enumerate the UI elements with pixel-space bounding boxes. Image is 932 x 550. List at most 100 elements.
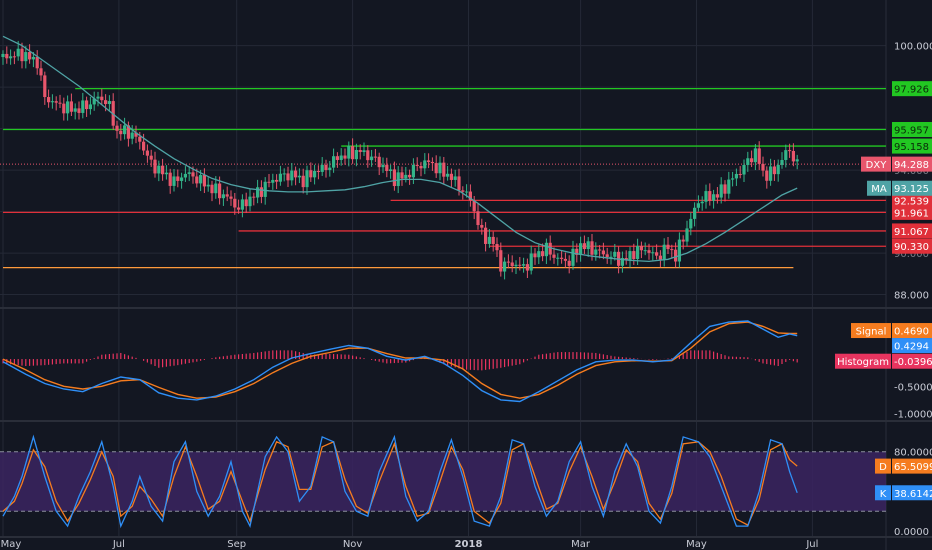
candle-body <box>43 75 47 98</box>
candle-body <box>670 249 674 251</box>
candle-body <box>138 136 142 142</box>
candle-body <box>324 164 328 170</box>
candle-body <box>66 101 70 114</box>
candle-body <box>92 98 96 105</box>
candle-body <box>423 160 427 169</box>
candle-body <box>176 176 180 181</box>
candle-body <box>495 243 499 251</box>
candle-body <box>362 150 366 153</box>
time-label-2: Sep <box>227 539 246 550</box>
candle-body <box>757 148 761 164</box>
candle-body <box>784 150 788 160</box>
candle-body <box>598 249 602 251</box>
candle-body <box>408 174 412 178</box>
candle-body <box>639 245 643 251</box>
candle-body <box>738 173 742 175</box>
candle-body <box>586 241 590 250</box>
candle-body <box>290 170 294 181</box>
candle-body <box>788 150 792 152</box>
level-tag-4-box <box>892 204 932 220</box>
candle-body <box>780 159 784 165</box>
candle-body <box>119 130 123 135</box>
candle-body <box>172 176 176 186</box>
candle-body <box>708 191 712 201</box>
candle-body <box>457 176 461 191</box>
candle-body <box>411 164 415 178</box>
candle-body <box>332 156 336 168</box>
candle-body <box>552 254 556 258</box>
candle-body <box>579 243 583 255</box>
candle-body <box>442 162 446 177</box>
candle-body <box>377 156 381 168</box>
time-label-0: May <box>1 539 22 550</box>
candle-body <box>35 56 39 69</box>
level-tag-6-box <box>892 238 932 254</box>
candle-body <box>461 190 465 192</box>
candle-body <box>715 194 719 198</box>
candle-body <box>487 236 491 244</box>
candle-body <box>248 196 252 207</box>
candle-body <box>480 225 484 228</box>
candle-body <box>609 256 613 258</box>
candle-body <box>252 196 256 198</box>
candle-body <box>727 179 731 194</box>
current-price-tag-value: 94.288 <box>894 160 929 171</box>
candle-body <box>506 261 510 263</box>
ma-tag-name: MA <box>871 184 887 195</box>
candle-body <box>157 165 161 174</box>
candle-body <box>210 184 214 194</box>
candle-body <box>214 183 218 194</box>
candle-body <box>620 258 624 266</box>
candle-body <box>590 241 594 255</box>
candle-body <box>145 150 149 156</box>
stoch-k-tag-box <box>892 485 932 501</box>
candle-body <box>541 251 545 257</box>
candle-body <box>263 181 267 197</box>
candle-body <box>746 158 750 165</box>
candle-body <box>305 170 309 188</box>
candle-body <box>662 244 666 260</box>
candle-body <box>674 249 678 262</box>
candle-body <box>677 239 681 262</box>
time-label-7: Jul <box>805 539 818 550</box>
candle-body <box>229 196 233 199</box>
candle-body <box>12 56 16 58</box>
candle-body <box>183 173 187 178</box>
candle-body <box>28 52 32 60</box>
candle-body <box>164 172 168 175</box>
candle-body <box>453 176 457 180</box>
candle-body <box>313 170 317 178</box>
candle-body <box>73 108 77 112</box>
candle-body <box>256 187 260 198</box>
candle-body <box>202 175 206 187</box>
price-tick-1: 88.000 <box>894 291 929 302</box>
candle-body <box>115 125 119 131</box>
candle-body <box>85 100 89 110</box>
candle-body <box>309 170 313 178</box>
candle-body <box>96 96 100 99</box>
candle-body <box>415 164 419 166</box>
candle-body <box>5 53 9 59</box>
candle-body <box>16 48 20 57</box>
candle-body <box>233 198 237 208</box>
stoch-d-tag-box <box>892 458 932 474</box>
candle-body <box>351 146 355 160</box>
candle-body <box>750 158 754 163</box>
candle-body <box>123 125 127 135</box>
candle-body <box>704 191 708 202</box>
ma-tag-value: 93.125 <box>894 184 929 195</box>
candle-body <box>100 96 104 101</box>
candle-body <box>449 173 453 180</box>
candle-body <box>142 141 146 151</box>
candle-body <box>221 194 225 199</box>
candle-body <box>544 242 548 257</box>
candle-body <box>761 163 765 171</box>
histogram-tag-value: -0.0396 <box>894 357 932 368</box>
histogram-tag-box <box>892 353 932 369</box>
candle-body <box>696 203 700 208</box>
price-tick-partial-1: 90.000 <box>894 249 929 260</box>
time-label-6: May <box>686 539 707 550</box>
level-tag-0-value: 97.926 <box>894 85 929 96</box>
